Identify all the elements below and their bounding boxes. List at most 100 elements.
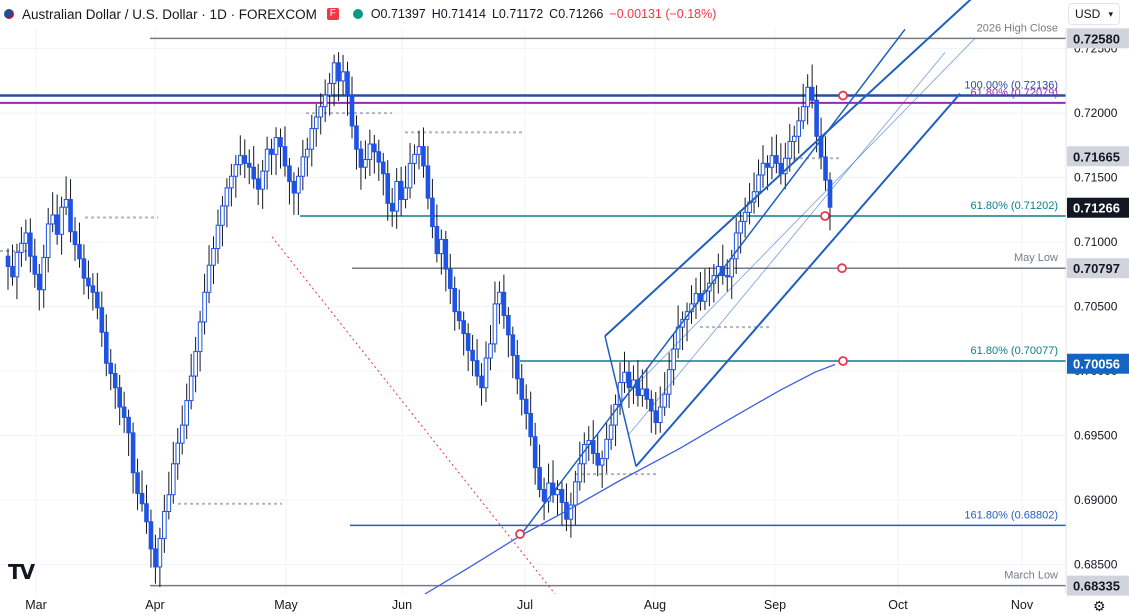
price-label-text: 0.71266 [1073, 201, 1120, 216]
time-axis[interactable]: Mar Apr May Jun Jul Aug Sep Oct Nov [25, 598, 1034, 612]
price-label-badge [1067, 146, 1129, 167]
price-tick-label: 0.69000 [1074, 493, 1118, 507]
candle-body [742, 211, 748, 222]
gear-icon[interactable]: ⚙ [1093, 598, 1106, 614]
candle-body [45, 223, 51, 258]
level-label: 2026 High Close [977, 22, 1058, 34]
flag-marker-icon[interactable]: F [326, 8, 339, 20]
candle-body [376, 151, 382, 163]
candle-body [791, 135, 797, 142]
candle-body [421, 146, 426, 167]
candle-body [19, 242, 24, 253]
candle-body [358, 148, 364, 168]
candle-body [555, 489, 560, 496]
candle-body [443, 238, 449, 270]
currency-flag-icon [4, 9, 14, 19]
dotted-trendline [271, 236, 556, 595]
level-label: May Low [1014, 252, 1058, 264]
candle-body [117, 387, 122, 408]
candle-body [541, 489, 547, 502]
candle-body [184, 400, 189, 426]
candle-body [425, 165, 431, 199]
candle-body [269, 148, 274, 155]
time-tick-label: Apr [145, 598, 164, 612]
candle-body [251, 166, 257, 180]
ohlc-change: −0.00131 (−0.18%) [609, 7, 717, 21]
level-label: 161.80% (0.68802) [964, 509, 1058, 521]
candle-body [50, 214, 55, 225]
ohlc-open: O0.71397 [370, 7, 426, 21]
candle-body [220, 205, 225, 226]
candle-body [599, 458, 605, 466]
pivot-marker [838, 356, 848, 366]
candle-body [188, 375, 194, 402]
candle-body [783, 157, 788, 175]
candle-body [36, 273, 42, 291]
candle-body [318, 106, 324, 118]
candle-body [416, 146, 422, 155]
candle-body [99, 307, 105, 333]
candle-body [32, 255, 38, 275]
candle-body [537, 467, 542, 491]
candle-body [224, 187, 230, 207]
candle-body [774, 155, 779, 164]
candle-body [206, 264, 212, 293]
candle-body [604, 438, 609, 460]
candle-body [430, 197, 435, 228]
candle-body [733, 232, 739, 260]
candle-body [255, 178, 261, 190]
price-label-text: 0.72580 [1073, 31, 1120, 46]
price-label-text: 0.68335 [1073, 579, 1120, 594]
candle-body [14, 251, 20, 278]
candle-body [121, 406, 127, 418]
candle-body [407, 162, 413, 189]
price-tick-label: 0.70500 [1074, 299, 1118, 313]
price-tick-label: 0.69500 [1074, 428, 1118, 442]
pitchfork-inner-line [619, 38, 976, 403]
candle-body [595, 452, 600, 466]
candle-body [72, 231, 78, 246]
time-tick-label: Nov [1011, 598, 1034, 612]
price-tick-label: 0.68500 [1074, 557, 1118, 571]
candle-body [363, 159, 368, 168]
candle-body [452, 287, 458, 313]
candle-body [211, 247, 216, 266]
candle-body [640, 388, 645, 396]
candle-body [287, 165, 292, 182]
candle-body [657, 406, 663, 424]
currency-select[interactable]: USD ▾ [1068, 3, 1120, 25]
candle-body [787, 140, 793, 159]
candle-body [197, 321, 203, 353]
candle-body [278, 137, 283, 148]
candle-body [175, 442, 181, 465]
candle-body [465, 333, 471, 351]
candle-body [800, 106, 806, 122]
time-tick-label: Jul [517, 598, 533, 612]
candle-body [148, 521, 154, 550]
price-label-badge [1067, 353, 1129, 374]
candle-body [144, 503, 149, 523]
candle-body [385, 173, 391, 204]
candle-body [193, 351, 198, 377]
chevron-down-icon: ▾ [1108, 8, 1113, 19]
candle-body [514, 354, 520, 380]
symbol-title[interactable]: Australian Dollar / U.S. Dollar · 1D · F… [22, 6, 317, 22]
candle-body [322, 94, 328, 108]
candle-body [412, 153, 417, 164]
time-tick-label: Sep [764, 598, 786, 612]
price-axis[interactable]: 0.725000.720000.715000.710000.705000.700… [1065, 28, 1129, 596]
candle-body [738, 220, 743, 234]
candle-body [246, 162, 252, 168]
moving-average-line [424, 363, 836, 595]
candle-body [760, 162, 766, 176]
candle-body [666, 369, 672, 395]
candle-body [796, 120, 802, 137]
candle-body [5, 255, 11, 268]
candle-body [264, 148, 270, 172]
candle-body [501, 291, 507, 317]
candle-body [608, 424, 614, 440]
candle-body [162, 510, 167, 540]
candle-body [488, 343, 493, 359]
